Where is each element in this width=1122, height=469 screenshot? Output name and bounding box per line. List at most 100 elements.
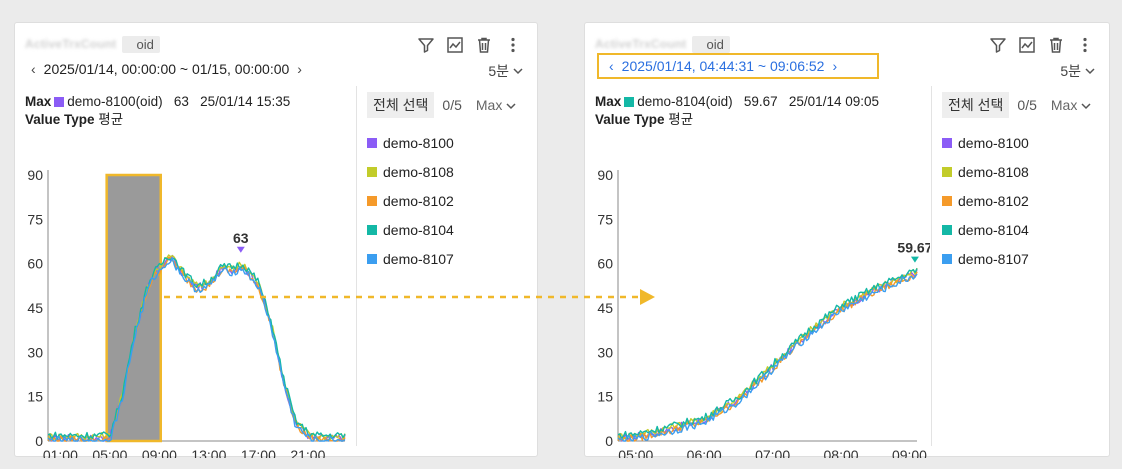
legend-swatch: [942, 224, 952, 235]
prev-range-icon[interactable]: ‹: [31, 61, 36, 77]
max-series: demo-8104(oid): [637, 94, 733, 109]
time-range-label[interactable]: 2025/01/14, 00:00:00 ~ 01/15, 00:00:00: [43, 61, 290, 77]
widget-title: ActiveTrxCount oid: [25, 35, 160, 53]
chevron-down-icon: [1085, 68, 1095, 75]
max-series-swatch: [54, 97, 65, 107]
max-time: 25/01/14 15:35: [200, 94, 291, 109]
prev-range-icon[interactable]: ‹: [609, 58, 614, 74]
legend-item[interactable]: demo-8102: [942, 186, 1111, 215]
legend-item[interactable]: demo-8108: [942, 157, 1111, 186]
time-range: ‹ 2025/01/14, 00:00:00 ~ 01/15, 00:00:00…: [31, 61, 302, 77]
connector-arrowhead-icon: [640, 289, 655, 305]
widget-title-blurred: ActiveTrxCount: [595, 37, 687, 51]
more-icon[interactable]: [1075, 35, 1095, 55]
legend-item[interactable]: demo-8104: [367, 215, 536, 244]
next-range-icon[interactable]: ›: [297, 61, 302, 77]
peak-value-label: 63: [233, 230, 249, 246]
max-label: Max: [595, 94, 622, 109]
trash-icon[interactable]: [1046, 35, 1066, 55]
series-line-demo-8107[interactable]: [617, 273, 918, 442]
peak-value-label: 59.67: [897, 240, 930, 256]
value-type-label: Value Type: [595, 112, 665, 127]
y-tick-label: 0: [605, 433, 613, 449]
legend-list: demo-8100 demo-8108 demo-8102 demo-8104 …: [357, 118, 536, 273]
series-line-demo-8104[interactable]: [47, 257, 346, 440]
peak-marker: [236, 246, 245, 253]
legend-item[interactable]: demo-8107: [367, 244, 536, 273]
legend-item[interactable]: demo-8102: [367, 186, 536, 215]
widget-title-suffix: oid: [692, 35, 730, 53]
x-tick-label: 17:00: [241, 447, 276, 458]
legend-item[interactable]: demo-8107: [942, 244, 1111, 273]
widget-title-blurred: ActiveTrxCount: [25, 37, 117, 51]
legend-label: demo-8100: [383, 134, 454, 151]
selected-count: 0/5: [442, 97, 462, 113]
legend-swatch: [942, 195, 952, 206]
toolbar: [416, 35, 523, 55]
y-tick-label: 30: [597, 344, 613, 360]
max-series: demo-8100(oid): [67, 94, 163, 109]
x-tick-label: 05:00: [618, 447, 653, 458]
series-line-demo-8107[interactable]: [47, 257, 346, 442]
legend-label: demo-8107: [383, 250, 454, 267]
legend-label: demo-8100: [958, 134, 1029, 151]
legend-swatch: [367, 224, 377, 235]
y-tick-label: 15: [27, 389, 43, 405]
filter-icon[interactable]: [988, 35, 1008, 55]
time-range-label[interactable]: 2025/01/14, 04:44:31 ~ 09:06:52: [621, 58, 825, 74]
x-tick-label: 09:00: [142, 447, 177, 458]
legend-label: demo-8102: [383, 192, 454, 209]
legend-swatch: [367, 166, 377, 177]
x-tick-label: 05:00: [92, 447, 127, 458]
legend-swatch: [367, 195, 377, 206]
legend-swatch: [942, 166, 952, 177]
max-info: Max demo-8104(oid) 59.67 25/01/14 09:05 V…: [595, 93, 879, 129]
value-type: 평균: [98, 112, 124, 127]
legend-item[interactable]: demo-8100: [367, 128, 536, 157]
chart-icon[interactable]: [1017, 35, 1037, 55]
widget-panel-left: ActiveTrxCount oid ‹ 2025/01/14, 00:00:0…: [14, 22, 538, 458]
next-range-icon[interactable]: ›: [832, 58, 838, 74]
interval-select[interactable]: 5분: [1060, 61, 1095, 81]
more-icon[interactable]: [503, 35, 523, 55]
legend-mode-select[interactable]: Max: [1051, 97, 1091, 113]
y-tick-label: 30: [27, 344, 43, 360]
max-time: 25/01/14 09:05: [788, 94, 879, 109]
legend-item[interactable]: demo-8104: [942, 215, 1111, 244]
y-tick-label: 45: [597, 300, 613, 316]
line-chart[interactable]: 0 15 30 45 60 75 90 01:00 05:00 09:00 13:00 17:00 21…: [15, 138, 355, 458]
y-tick-label: 75: [597, 211, 613, 227]
legend-swatch: [942, 137, 952, 148]
legend-mode-select[interactable]: Max: [476, 97, 516, 113]
x-tick-label: 08:00: [824, 447, 859, 458]
y-tick-label: 45: [27, 300, 43, 316]
select-all-button[interactable]: 전체 선택: [942, 92, 1010, 118]
y-tick-label: 90: [597, 167, 613, 183]
select-all-button[interactable]: 전체 선택: [367, 92, 435, 118]
series-line-demo-8104[interactable]: [617, 268, 918, 440]
filter-icon[interactable]: [416, 35, 436, 55]
chart-icon[interactable]: [445, 35, 465, 55]
line-chart[interactable]: 0 15 30 45 60 75 90 05:00 06:00 07:00 08:00 09:00 59…: [585, 138, 930, 458]
y-tick-label: 75: [27, 211, 43, 227]
widget-title: ActiveTrxCount oid: [595, 35, 730, 53]
legend: 전체 선택 0/5 Max demo-8100 demo-8108 demo-8…: [931, 86, 1111, 446]
interval-select[interactable]: 5분: [488, 61, 523, 81]
legend-swatch: [367, 253, 377, 264]
max-value: 63: [173, 94, 189, 109]
max-label: Max: [25, 94, 52, 109]
x-tick-label: 06:00: [687, 447, 722, 458]
widget-panel-right: ActiveTrxCount oid ‹ 2025/01/14, 04:44:3…: [584, 22, 1111, 458]
trash-icon[interactable]: [474, 35, 494, 55]
chevron-down-icon: [1081, 103, 1091, 110]
legend-list: demo-8100 demo-8108 demo-8102 demo-8104 …: [932, 118, 1111, 273]
legend-item[interactable]: demo-8100: [942, 128, 1111, 157]
legend-item[interactable]: demo-8108: [367, 157, 536, 186]
zoom-selection[interactable]: [105, 173, 162, 443]
max-value: 59.67: [743, 94, 778, 109]
y-tick-label: 60: [27, 256, 43, 272]
legend-mode-value: Max: [1050, 97, 1078, 113]
legend: 전체 선택 0/5 Max demo-8100 demo-8108 demo-8…: [356, 86, 536, 446]
legend-label: demo-8104: [958, 221, 1029, 238]
x-tick-label: 13:00: [191, 447, 226, 458]
